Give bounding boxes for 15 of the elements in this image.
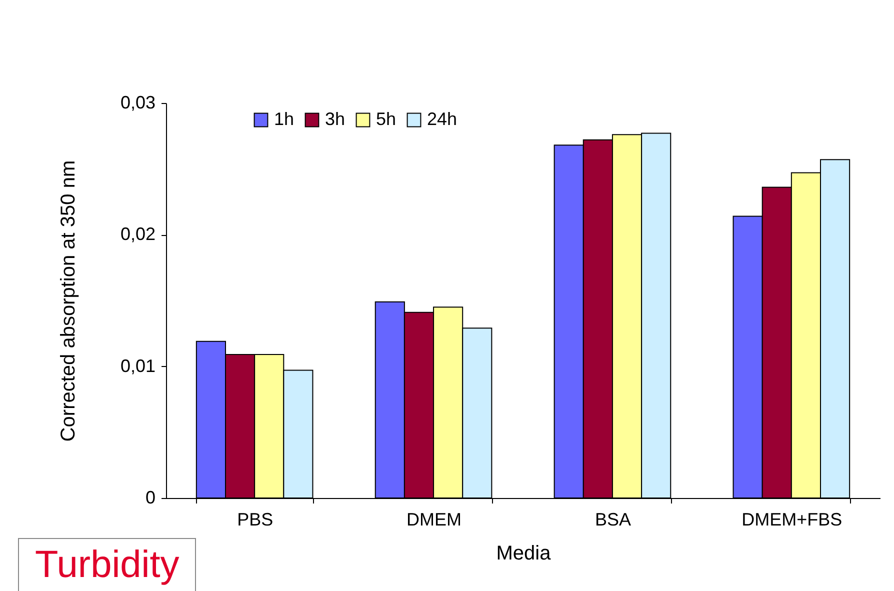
y-tick-label: 0,01 [120,356,156,376]
legend-label: 3h [325,109,346,129]
legend-label: 1h [274,109,294,129]
y-axis-title: Corrected absorption at 350 nm [57,160,80,442]
x-tick-label: DMEM+FBS [742,510,842,530]
legend-label: 24h [427,109,458,129]
x-tick-label: BSA [594,510,631,530]
x-tick-label: PBS [237,510,274,530]
y-tick-label: 0,02 [120,224,156,244]
y-tick-label: 0 [145,488,156,508]
y-tick-label: 0,03 [120,92,156,112]
legend-label: 5h [376,109,396,129]
x-axis-title: Media [496,542,552,564]
text: Turbidity [18,538,196,591]
x-tick-label: DMEM [406,510,462,530]
